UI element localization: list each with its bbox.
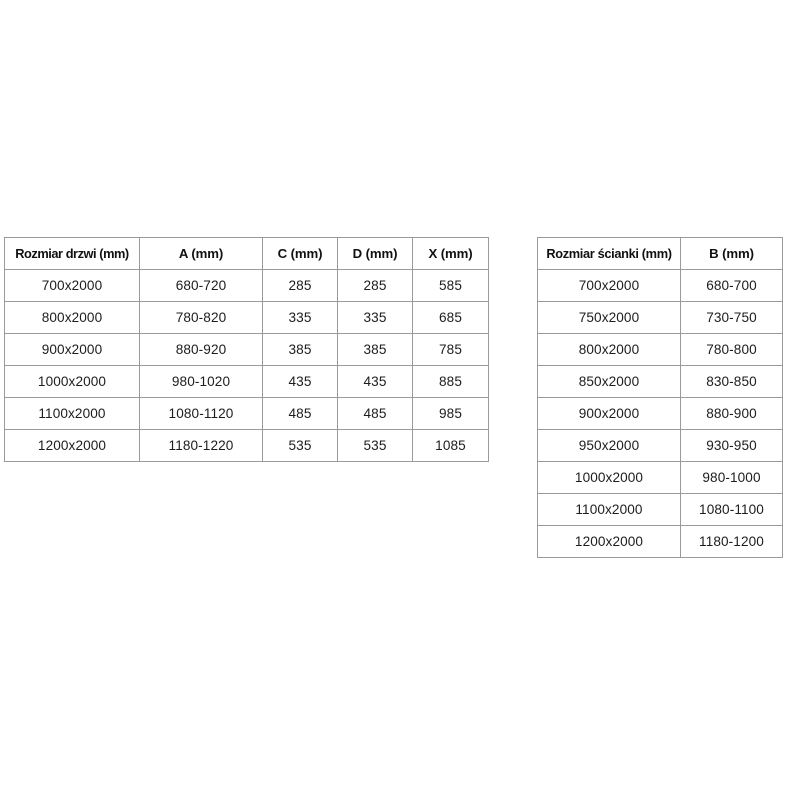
door-cell-d: 485 [337, 397, 413, 430]
door-table-body: 700x2000 680-720 285 285 585 800x2000 78… [4, 269, 489, 462]
door-cell-c: 535 [262, 429, 338, 462]
table-row: 850x2000 830-850 [537, 365, 783, 398]
wall-cell-size: 750x2000 [537, 301, 681, 334]
door-cell-x: 585 [412, 269, 489, 302]
door-cell-c: 335 [262, 301, 338, 334]
wall-table-body: 700x2000 680-700 750x2000 730-750 800x20… [537, 269, 783, 558]
door-cell-size: 1000x2000 [4, 365, 140, 398]
door-cell-c: 385 [262, 333, 338, 366]
wall-cell-b: 730-750 [680, 301, 783, 334]
wall-table-header-row: Rozmiar ścianki (mm) B (mm) [537, 237, 783, 270]
table-row: 1100x2000 1080-1120 485 485 985 [4, 397, 489, 430]
wall-cell-size: 1200x2000 [537, 525, 681, 558]
table-row: 800x2000 780-820 335 335 685 [4, 301, 489, 334]
table-row: 950x2000 930-950 [537, 429, 783, 462]
table-row: 700x2000 680-720 285 285 585 [4, 269, 489, 302]
door-cell-x: 785 [412, 333, 489, 366]
wall-cell-b: 930-950 [680, 429, 783, 462]
wall-cell-size: 1000x2000 [537, 461, 681, 494]
door-cell-a: 1180-1220 [139, 429, 263, 462]
door-col-header-a: A (mm) [139, 237, 263, 270]
table-row: 900x2000 880-900 [537, 397, 783, 430]
door-cell-a: 980-1020 [139, 365, 263, 398]
wall-cell-b: 980-1000 [680, 461, 783, 494]
wall-cell-b: 1080-1100 [680, 493, 783, 526]
wall-cell-size: 850x2000 [537, 365, 681, 398]
door-cell-d: 385 [337, 333, 413, 366]
table-row: 900x2000 880-920 385 385 785 [4, 333, 489, 366]
wall-col-header-b: B (mm) [680, 237, 783, 270]
door-cell-size: 800x2000 [4, 301, 140, 334]
door-cell-x: 985 [412, 397, 489, 430]
door-cell-x: 1085 [412, 429, 489, 462]
door-cell-d: 535 [337, 429, 413, 462]
door-cell-d: 435 [337, 365, 413, 398]
wall-cell-size: 700x2000 [537, 269, 681, 302]
wall-col-header-size: Rozmiar ścianki (mm) [537, 237, 681, 270]
table-row: 1200x2000 1180-1220 535 535 1085 [4, 429, 489, 462]
table-row: 1100x2000 1080-1100 [537, 493, 783, 526]
door-col-header-c: C (mm) [262, 237, 338, 270]
door-cell-x: 885 [412, 365, 489, 398]
door-cell-a: 1080-1120 [139, 397, 263, 430]
table-row: 1000x2000 980-1020 435 435 885 [4, 365, 489, 398]
door-table-header-row: Rozmiar drzwi (mm) A (mm) C (mm) D (mm) … [4, 237, 489, 270]
wall-cell-b: 830-850 [680, 365, 783, 398]
wall-table-head: Rozmiar ścianki (mm) B (mm) [537, 237, 783, 270]
table-row: 1200x2000 1180-1200 [537, 525, 783, 558]
door-cell-a: 680-720 [139, 269, 263, 302]
door-col-header-x: X (mm) [412, 237, 489, 270]
door-col-header-d: D (mm) [337, 237, 413, 270]
door-cell-size: 700x2000 [4, 269, 140, 302]
door-col-header-size: Rozmiar drzwi (mm) [4, 237, 140, 270]
door-cell-d: 285 [337, 269, 413, 302]
door-cell-x: 685 [412, 301, 489, 334]
door-cell-size: 900x2000 [4, 333, 140, 366]
door-table-head: Rozmiar drzwi (mm) A (mm) C (mm) D (mm) … [4, 237, 489, 270]
wall-cell-b: 680-700 [680, 269, 783, 302]
door-cell-d: 335 [337, 301, 413, 334]
door-cell-a: 880-920 [139, 333, 263, 366]
door-cell-c: 435 [262, 365, 338, 398]
door-cell-a: 780-820 [139, 301, 263, 334]
door-cell-size: 1200x2000 [4, 429, 140, 462]
door-cell-c: 285 [262, 269, 338, 302]
door-size-table: Rozmiar drzwi (mm) A (mm) C (mm) D (mm) … [4, 237, 489, 462]
wall-cell-size: 1100x2000 [537, 493, 681, 526]
table-row: 750x2000 730-750 [537, 301, 783, 334]
wall-cell-b: 1180-1200 [680, 525, 783, 558]
door-cell-c: 485 [262, 397, 338, 430]
door-cell-size: 1100x2000 [4, 397, 140, 430]
wall-cell-size: 900x2000 [537, 397, 681, 430]
wall-cell-size: 950x2000 [537, 429, 681, 462]
table-row: 1000x2000 980-1000 [537, 461, 783, 494]
wall-cell-b: 780-800 [680, 333, 783, 366]
table-row: 800x2000 780-800 [537, 333, 783, 366]
wall-size-table: Rozmiar ścianki (mm) B (mm) 700x2000 680… [537, 237, 783, 558]
wall-cell-size: 800x2000 [537, 333, 681, 366]
wall-cell-b: 880-900 [680, 397, 783, 430]
table-row: 700x2000 680-700 [537, 269, 783, 302]
